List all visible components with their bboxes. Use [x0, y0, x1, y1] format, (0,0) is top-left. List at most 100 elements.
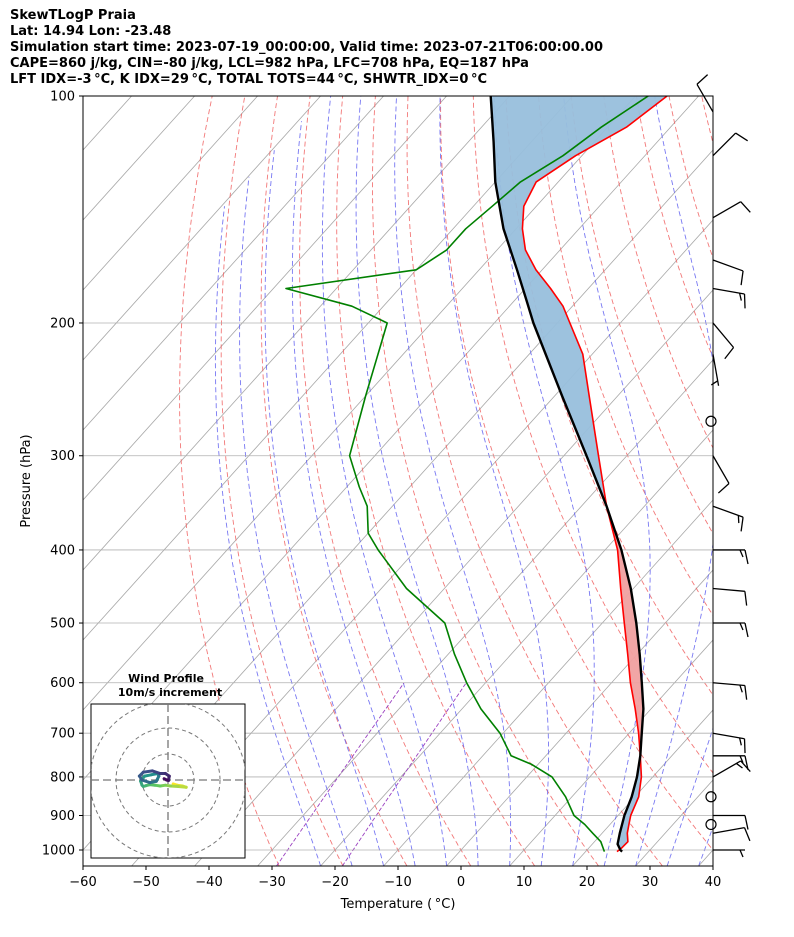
- isotherm-line: [383, 499, 713, 866]
- wind-barb: [713, 814, 749, 830]
- y-tick-label: 200: [50, 316, 75, 331]
- wind-barb: [712, 132, 749, 157]
- moist-adiabat-line: [666, 726, 713, 866]
- wind-barb: [712, 322, 735, 360]
- wind-barb: [712, 732, 746, 754]
- x-tick-label: 10: [516, 875, 533, 890]
- x-tick-label: −30: [258, 875, 285, 890]
- wind-barb: [705, 791, 717, 803]
- dry-adiabat-line: [336, 96, 536, 866]
- header: SkewTLogP Praia Lat: 14.94 Lon: -23.48 S…: [10, 8, 603, 88]
- isotherm-line: [131, 219, 713, 866]
- dry-adiabat-line: [538, 96, 713, 617]
- moist-adiabat-line: [493, 96, 595, 866]
- wind-barb: [713, 622, 749, 638]
- wind-barb: [712, 287, 746, 309]
- wind-barb: [712, 682, 748, 700]
- hodograph-subtitle: 10m/s increment: [118, 686, 222, 699]
- temperature-profile: [521, 96, 668, 853]
- dry-adiabat-line: [505, 96, 713, 696]
- wind-barb: [712, 455, 730, 494]
- wind-barb: [713, 549, 749, 565]
- dewpoint-profile: [285, 96, 649, 852]
- dry-adiabat-line: [372, 96, 599, 866]
- isotherm-line: [320, 429, 713, 866]
- moist-adiabat-line: [355, 96, 479, 866]
- wind-barb: [705, 415, 717, 427]
- x-tick-label: −50: [132, 875, 159, 890]
- dry-adiabat-line: [179, 96, 280, 866]
- dry-adiabat-line: [299, 96, 472, 866]
- y-tick-label: 1000: [42, 844, 75, 859]
- grid-layer: [0, 96, 794, 866]
- wind-barb: [712, 827, 751, 842]
- x-tick-label: 0: [457, 875, 465, 890]
- hodograph-segment: [141, 769, 154, 774]
- x-tick-label: −20: [321, 875, 348, 890]
- location-coordinates: Lat: 14.94 Lon: -23.48: [10, 24, 172, 39]
- y-tick-label: 600: [50, 676, 75, 691]
- stability-indices: LFT IDX=-3 °C, K IDX=29 °C, TOTAL TOTS=4…: [10, 72, 488, 87]
- dry-adiabat-line: [701, 96, 713, 145]
- x-tick-label: −60: [69, 875, 96, 890]
- isotherm-line: [635, 779, 713, 866]
- wind-barb: [712, 760, 751, 778]
- cape-area: [605, 504, 644, 756]
- dry-adiabat-line: [734, 96, 794, 866]
- moist-adiabat-line: [321, 96, 448, 866]
- hodograph-title: Wind Profile: [128, 672, 204, 685]
- isotherm-line: [194, 289, 713, 866]
- y-tick-label: 700: [50, 727, 75, 742]
- y-tick-label: 300: [50, 449, 75, 464]
- dry-adiabat-line: [603, 96, 713, 450]
- y-axis-label: Pressure (hPa): [19, 434, 34, 527]
- mixing-ratio-line: [342, 682, 467, 866]
- x-tick-label: −10: [384, 875, 411, 890]
- moist-adiabat-line: [563, 96, 651, 866]
- isotherm-line: [83, 96, 573, 641]
- profile-series-layer: [285, 96, 668, 853]
- axis-layer: −60 −50 −40 −30 −20 −10 0 10 20 30 40 100 200 300 400 5…: [42, 90, 721, 891]
- isotherm-line: [446, 569, 713, 866]
- title-station: SkewTLogP Praia: [10, 8, 136, 23]
- y-tick-label: 100: [50, 90, 75, 105]
- dry-adiabat-line: [570, 96, 713, 535]
- moist-adiabat-line: [214, 206, 322, 866]
- dry-adiabat-line: [440, 96, 713, 851]
- dry-adiabat-line: [635, 96, 713, 359]
- dry-adiabat-line: [220, 96, 344, 866]
- wind-barb: [712, 587, 748, 606]
- y-tick-label: 400: [50, 543, 75, 558]
- convective-parameters: CAPE=860 j/kg, CIN=-80 j/kg, LCL=982 hPa…: [10, 56, 529, 71]
- moist-adiabat-line: [264, 150, 385, 866]
- moist-adiabat-line: [239, 176, 353, 866]
- hodograph-segment: [162, 777, 169, 782]
- x-tick-label: 30: [642, 875, 659, 890]
- wind-barbs: [696, 74, 751, 858]
- moist-adiabat-line: [291, 121, 416, 866]
- cin-area: [490, 96, 668, 505]
- wind-barb: [713, 849, 745, 858]
- mixing-ratio-line: [276, 682, 405, 866]
- isotherm-line: [83, 96, 447, 501]
- dry-adiabat-line: [260, 96, 408, 866]
- wind-barb: [712, 201, 751, 219]
- isotherm-line: [762, 96, 794, 866]
- y-tick-label: 500: [50, 617, 75, 632]
- isotherm-line: [0, 96, 69, 866]
- x-tick-label: −40: [195, 875, 222, 890]
- simulation-times: Simulation start time: 2023-07-19_00:00:…: [10, 40, 603, 55]
- wind-barb: [696, 74, 714, 113]
- hodograph-inset: Wind Profile 10m/s increment: [90, 672, 246, 859]
- cin-area: [617, 755, 642, 849]
- wind-barb: [712, 505, 744, 532]
- x-axis-label: Temperature ( °C): [340, 897, 456, 912]
- x-tick-label: 20: [579, 875, 596, 890]
- moist-adiabat-line: [439, 96, 550, 866]
- isotherm-line: [83, 96, 321, 361]
- wind-barb: [705, 818, 717, 831]
- isotherm-line: [0, 96, 6, 866]
- wind-barb: [712, 259, 744, 286]
- dry-adiabat-line: [406, 96, 663, 866]
